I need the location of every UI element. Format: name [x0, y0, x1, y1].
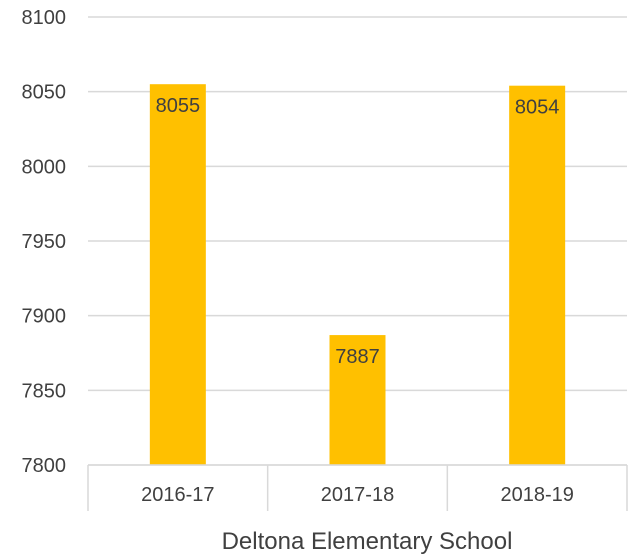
data-label: 8054 — [515, 97, 560, 119]
y-tick-label: 8050 — [22, 82, 67, 104]
x-tick-label: 2018-19 — [500, 484, 573, 506]
y-axis-tick-labels: 7800 7850 7900 7950 8000 8050 8100 — [22, 7, 67, 477]
y-tick-label: 7850 — [22, 380, 67, 402]
bar-2016-17 — [149, 84, 206, 465]
y-tick-label: 8000 — [22, 156, 67, 178]
data-label: 7887 — [335, 346, 380, 368]
data-labels: 8055 7887 8054 — [156, 95, 560, 368]
y-tick-label: 7900 — [22, 306, 67, 328]
bar-2018-19 — [509, 85, 566, 466]
data-label: 8055 — [156, 95, 201, 117]
bar-2017-18 — [329, 335, 386, 465]
x-tick-label: 2016-17 — [141, 484, 214, 506]
x-axis-title: Deltona Elementary School — [222, 528, 513, 554]
y-tick-label: 8100 — [22, 7, 67, 29]
x-axis: 2016-17 2017-18 2018-19 — [87, 464, 628, 511]
y-tick-label: 7950 — [22, 231, 67, 253]
y-tick-label: 7800 — [22, 455, 67, 477]
x-tick-label: 2017-18 — [321, 484, 394, 506]
bars — [149, 84, 566, 466]
